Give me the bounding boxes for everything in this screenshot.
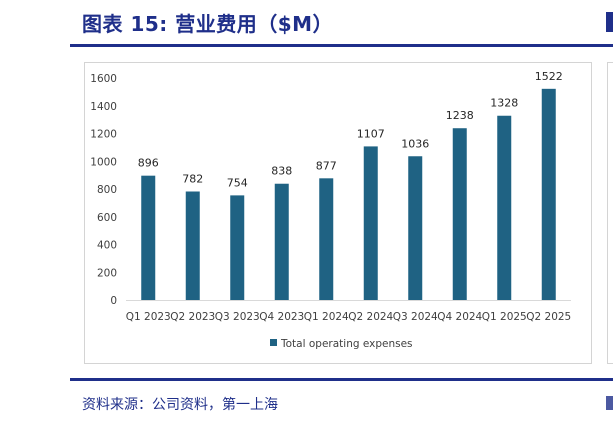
bar — [408, 156, 423, 300]
data-label: 754 — [227, 176, 248, 189]
legend-label: Total operating expenses — [280, 338, 413, 350]
data-label: 896 — [138, 157, 159, 170]
bar-series: 896 782 754 838 877 1107 1036 1238 1328 1522 — [138, 70, 563, 301]
x-tick-label: Q4 2024 — [437, 311, 482, 323]
bar — [230, 195, 245, 300]
source-note: 资料来源：公司资料，第一上海 — [82, 397, 278, 413]
footer-rule — [70, 378, 613, 381]
x-tick-label: Q4 2023 — [259, 311, 304, 323]
bar — [452, 128, 467, 300]
x-tick-label: Q2 2024 — [348, 311, 393, 323]
data-label: 877 — [316, 159, 337, 172]
figure-title: 图表 15: 营业费用（$M） — [82, 12, 334, 36]
y-tick-label: 200 — [97, 267, 117, 279]
legend-swatch — [270, 339, 277, 346]
x-tick-label: Q3 2024 — [393, 311, 438, 323]
bar — [274, 183, 289, 300]
legend: Total operating expenses — [270, 338, 413, 350]
y-tick-label: 1600 — [90, 73, 117, 85]
bar — [319, 178, 334, 300]
x-tick-label: Q1 2023 — [126, 311, 171, 323]
x-tick-label: Q2 2025 — [526, 311, 571, 323]
x-axis: Q1 2023 Q2 2023 Q3 2023 Q4 2023 Q1 2024 Q2 20… — [126, 300, 571, 323]
data-label: 1107 — [357, 127, 385, 140]
bar — [185, 191, 200, 300]
data-label: 1522 — [535, 70, 563, 83]
bar — [541, 88, 556, 300]
bar — [497, 115, 512, 301]
data-label: 1036 — [401, 137, 429, 150]
y-tick-label: 1200 — [90, 129, 117, 141]
x-tick-label: Q2 2023 — [170, 311, 215, 323]
bar — [363, 146, 378, 300]
data-label: 1238 — [446, 109, 474, 122]
data-label: 838 — [271, 165, 292, 178]
x-tick-label: Q1 2025 — [482, 311, 527, 323]
adjacent-chart-edge — [607, 62, 613, 364]
adjacent-figure-edge — [606, 12, 613, 32]
adjacent-source-edge — [606, 396, 613, 410]
y-axis: 0 200 400 600 800 1000 1200 1400 1600 — [90, 73, 117, 307]
data-label: 1328 — [490, 97, 518, 110]
title-rule — [70, 44, 613, 47]
x-tick-label: Q3 2023 — [215, 311, 260, 323]
y-tick-label: 600 — [97, 212, 117, 224]
bar — [141, 175, 156, 300]
y-tick-label: 400 — [97, 240, 117, 252]
y-tick-label: 800 — [97, 184, 117, 196]
y-tick-label: 1000 — [90, 156, 117, 168]
y-tick-label: 1400 — [90, 101, 117, 113]
data-label: 782 — [182, 172, 203, 185]
x-tick-label: Q1 2024 — [304, 311, 349, 323]
y-tick-label: 0 — [110, 295, 117, 307]
